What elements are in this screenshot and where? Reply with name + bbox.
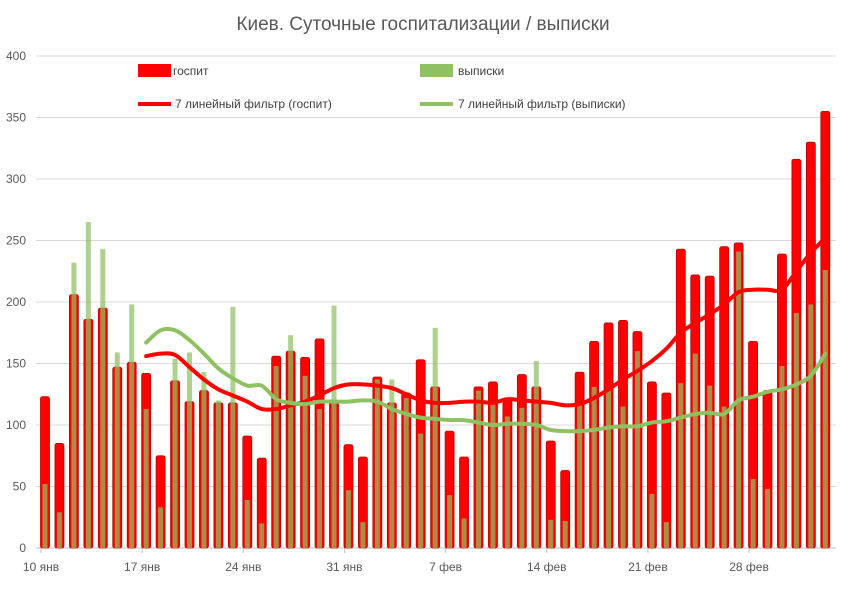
bar-disch: [663, 522, 669, 548]
bar-disch: [533, 361, 539, 548]
bar-disch: [403, 397, 409, 548]
bar-disch: [678, 383, 684, 548]
bar-disch: [302, 375, 308, 548]
bar-disch: [519, 407, 525, 548]
y-tick-label: 0: [19, 541, 26, 555]
bar-disch: [562, 520, 568, 548]
bar-disch: [692, 353, 698, 548]
bar-disch: [490, 402, 496, 548]
bar-disch: [721, 406, 727, 548]
y-tick-label: 300: [6, 172, 26, 186]
y-tick-label: 50: [13, 480, 27, 494]
bar-disch: [476, 390, 481, 548]
bar-disch: [634, 351, 640, 548]
bar-disch: [707, 385, 713, 548]
x-tick-label: 7 фев: [429, 560, 462, 574]
bar-disch: [288, 335, 294, 548]
bar-disch: [620, 406, 626, 548]
bar-disch: [591, 386, 597, 548]
bar-disch: [114, 352, 120, 548]
bar-disch: [447, 495, 453, 548]
bar-disch: [331, 305, 337, 548]
bar-disch: [317, 409, 323, 548]
x-tick-label: 17 янв: [124, 560, 160, 574]
chart-title: Киев. Суточные госпитализации / выписки: [236, 14, 609, 35]
bar-disch: [244, 500, 250, 548]
x-tick-label: 14 фев: [527, 560, 567, 574]
bar-disch: [143, 409, 149, 548]
bar-disch: [822, 270, 828, 548]
bar-disch: [808, 304, 814, 548]
y-axis: 0 50 100 150 200 250 300 350 400: [6, 49, 26, 555]
bar-disch: [793, 313, 799, 548]
bar-disch: [129, 304, 135, 548]
x-tick-label: 21 фев: [628, 560, 668, 574]
bar-disch: [577, 402, 583, 548]
bar-disch: [56, 512, 62, 548]
bar-disch: [172, 358, 178, 548]
line-hosp-filter: [144, 236, 828, 412]
legend: госпит выписки 7 линейный фильтр (госпит…: [138, 64, 626, 111]
bar-disch: [432, 327, 438, 548]
x-tick-label: 31 янв: [326, 560, 362, 574]
bar-disch: [85, 222, 91, 549]
bar-disch: [360, 522, 366, 548]
y-tick-label: 350: [6, 111, 26, 125]
bar-disch: [548, 519, 554, 548]
bar-disch: [230, 306, 236, 548]
bar-disch: [201, 372, 207, 548]
legend-swatch-hosp: [138, 64, 171, 77]
bar-disch: [649, 493, 655, 548]
x-tick-label: 10 янв: [23, 560, 59, 574]
bar-disch: [259, 523, 265, 548]
legend-label-disch: выписки: [458, 64, 504, 78]
bar-disch: [374, 379, 380, 548]
y-tick-label: 400: [6, 49, 26, 63]
y-tick-label: 150: [6, 357, 26, 371]
bar-disch: [418, 433, 424, 548]
x-axis: 10 янв 17 янв 24 янв 31 янв 7 фев 14 фев 21 фе…: [23, 547, 836, 574]
y-tick-label: 200: [6, 295, 26, 309]
bar-disch: [273, 365, 279, 548]
bar-disch: [461, 518, 467, 548]
bar-disch: [389, 379, 395, 548]
bar-disch: [750, 479, 756, 548]
x-tick-label: 24 янв: [225, 560, 261, 574]
bar-disch: [765, 488, 770, 548]
bar-disch: [71, 262, 77, 548]
bar-disch: [606, 390, 612, 548]
bar-disch: [779, 365, 785, 548]
y-tick-label: 100: [6, 418, 26, 432]
trend-lines: [144, 236, 828, 434]
bar-disch: [42, 484, 48, 548]
bar-disch: [158, 507, 164, 548]
bar-disch: [345, 490, 351, 548]
y-tick-label: 250: [6, 234, 26, 248]
legend-label-disch-line: 7 линейный фильтр (выписки): [458, 97, 626, 111]
bar-disch: [187, 352, 192, 548]
x-tick-label: 28 фев: [729, 560, 769, 574]
legend-label-hosp-line: 7 линейный фильтр (госпит): [175, 97, 332, 111]
legend-swatch-disch: [420, 64, 453, 77]
line-disch-filter: [144, 326, 828, 434]
bar-disch: [100, 249, 106, 549]
legend-label-hosp: госпит: [173, 64, 209, 78]
bar-disch: [504, 416, 510, 548]
bar-disch: [215, 400, 221, 548]
